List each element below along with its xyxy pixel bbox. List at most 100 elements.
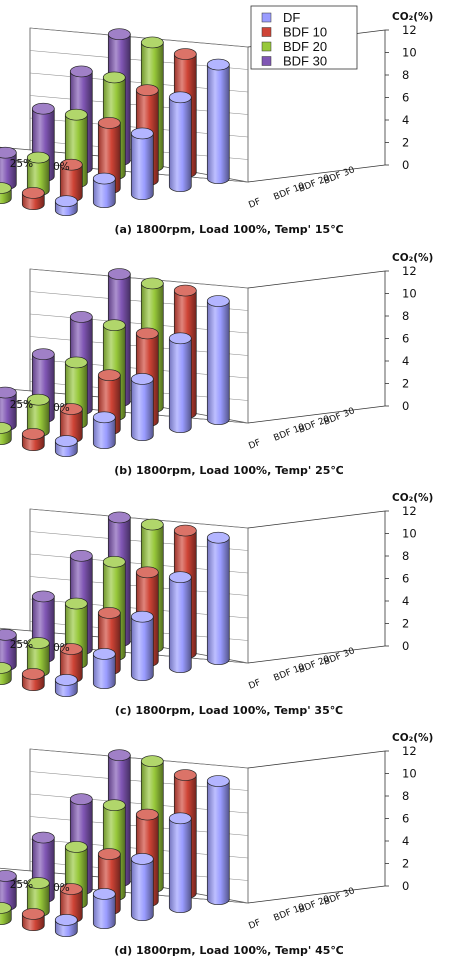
side-wall	[248, 513, 388, 663]
bar-top	[0, 870, 17, 882]
bar	[21, 428, 45, 452]
bar-body	[206, 537, 230, 666]
z-tick-label: 4	[402, 354, 409, 368]
bar-top	[173, 524, 197, 537]
bar	[59, 158, 83, 203]
z-tick-label: 10	[402, 287, 417, 301]
bar-top	[54, 674, 78, 686]
z-tick-label: 4	[402, 594, 409, 608]
series-label: DF	[247, 197, 262, 211]
z-tick-label: 10	[402, 46, 417, 60]
bar-top	[21, 187, 45, 199]
legend-swatch	[261, 56, 272, 66]
bar	[206, 775, 230, 906]
bar-top	[206, 775, 230, 787]
bar-top	[92, 648, 116, 660]
bar-top	[0, 422, 12, 434]
series-label: DF	[247, 918, 262, 932]
z-tick-label: 2	[402, 377, 409, 391]
caption: (a) 1800rpm, Load 100%, Temp' 15℃	[114, 223, 343, 236]
gridline	[29, 268, 249, 289]
bar-body	[206, 300, 230, 426]
bar	[0, 182, 12, 205]
z-tick-label: 0	[402, 639, 409, 653]
bar-top	[107, 28, 131, 41]
z-axis-top-line	[247, 510, 386, 529]
bar	[168, 91, 192, 193]
bar-top	[97, 369, 121, 382]
bar-body	[130, 378, 154, 442]
z-tick-label: 10	[402, 527, 417, 541]
z-tick-label: 6	[402, 572, 409, 586]
bar	[92, 411, 116, 450]
bar	[130, 127, 154, 201]
z-tick-label: 8	[402, 68, 409, 82]
bar-body	[168, 817, 192, 914]
bar-top	[206, 58, 230, 71]
bar	[92, 648, 116, 690]
bar	[54, 435, 78, 458]
bar-top	[135, 566, 159, 579]
bar-top	[0, 182, 12, 194]
bar	[206, 295, 230, 426]
bar-top	[0, 146, 17, 159]
series-label: DF	[247, 678, 262, 692]
bar-top	[21, 908, 45, 920]
z-axis-floor-line	[247, 164, 386, 183]
category-label: 0%	[53, 882, 70, 894]
bar-top	[173, 769, 197, 781]
series-label: DF	[247, 438, 262, 452]
bar-body	[92, 416, 116, 450]
bar-top	[59, 403, 83, 415]
bar-top	[168, 812, 192, 825]
z-tick-label: 8	[402, 549, 409, 563]
side-wall	[248, 753, 388, 903]
bar-top	[107, 268, 131, 280]
z-tick-label: 6	[402, 332, 409, 346]
bar	[206, 531, 230, 666]
bar-top	[102, 799, 126, 812]
bar-top	[130, 853, 154, 865]
z-tick-label: 8	[402, 789, 409, 803]
bar-top	[59, 643, 83, 655]
z-axis-top-line	[247, 750, 386, 769]
bar-top	[0, 902, 12, 914]
bar-top	[69, 549, 93, 562]
z-tick-label: 8	[402, 309, 409, 323]
z-axis-floor-line	[247, 645, 386, 664]
series-label: BDF 30	[322, 165, 356, 187]
gridline	[29, 508, 249, 529]
bar-top	[54, 435, 78, 447]
bar-top	[69, 65, 93, 78]
z-tick-label: 4	[402, 113, 409, 127]
legend-swatch	[261, 27, 272, 37]
bar-body	[92, 653, 116, 690]
bar-top	[168, 91, 192, 104]
z-tick-label: 12	[402, 264, 417, 278]
bar	[0, 628, 17, 672]
bar	[0, 422, 12, 446]
z-axis-floor-line	[247, 405, 386, 424]
bar-top	[173, 284, 197, 297]
bar	[206, 58, 230, 185]
z-tick-label: 6	[402, 91, 409, 105]
bar-top	[64, 108, 88, 121]
bar-top	[0, 628, 17, 641]
bar-top	[107, 511, 131, 524]
unit-label: CO₂(%)	[392, 11, 433, 23]
bar-top	[206, 531, 230, 544]
bar-body	[130, 858, 154, 922]
z-tick-label: 0	[402, 399, 409, 413]
bar	[21, 668, 45, 692]
bar-top	[140, 277, 164, 290]
bar-top	[135, 84, 159, 97]
bar-top	[130, 610, 154, 623]
bar-body	[206, 780, 230, 906]
bar	[168, 571, 192, 674]
bar-top	[130, 127, 154, 140]
bar-top	[92, 172, 116, 185]
bar	[130, 853, 154, 922]
bar-top	[26, 393, 50, 406]
